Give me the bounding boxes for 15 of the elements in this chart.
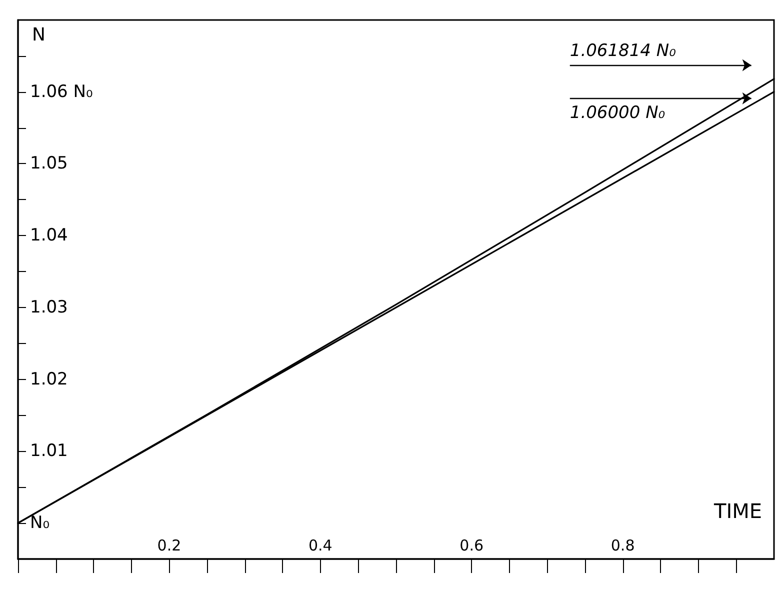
x-tick-label: 0.8 [610, 536, 635, 554]
y-tick-label: 1.01 [30, 441, 68, 462]
y-tick-label: 1.06 N₀ [30, 82, 93, 102]
y-tick-label: 1.04 [30, 226, 68, 246]
x-tick-label: 0.6 [460, 536, 484, 554]
y-tick-label: 1.05 [30, 154, 68, 174]
y-axis-title: N [32, 24, 46, 46]
annotation: 1.061814 N₀ [570, 40, 676, 61]
y-tick-label: 1.03 [30, 297, 68, 318]
x-axis-title: TIME [713, 499, 762, 523]
y-tick-label: 1.02 [30, 369, 68, 390]
y-tick-label: N₀ [30, 513, 50, 534]
x-tick-label: 0.4 [308, 536, 332, 554]
annotation: 1.06000 N₀ [570, 102, 666, 123]
x-tick-label: 0.2 [157, 536, 182, 554]
